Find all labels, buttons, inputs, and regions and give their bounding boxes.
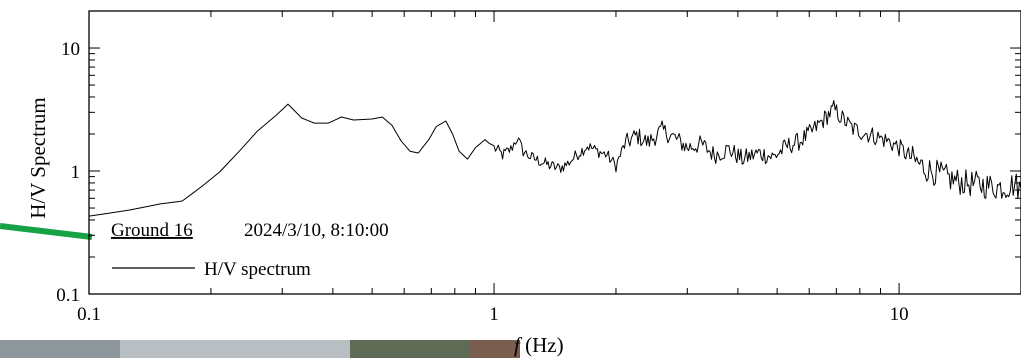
- x-axis-label-unit: (Hz): [520, 333, 564, 357]
- background-photo-fragment: [0, 340, 520, 358]
- x-tick-label: 0.1: [77, 304, 101, 325]
- annotation-block: Ground 16 2024/3/10, 8:10:00: [111, 220, 389, 241]
- x-tick-label: 10: [890, 304, 909, 325]
- y-tick-label: 1: [71, 162, 81, 183]
- series-line-hv-spectrum: [89, 100, 1021, 217]
- x-axis-label: f (Hz): [514, 333, 564, 357]
- y-tick-label: 10: [61, 39, 80, 60]
- station-label: Ground 16: [111, 220, 193, 241]
- legend-entry-hv-spectrum: H/V spectrum: [204, 259, 311, 280]
- y-tick-label: 0.1: [56, 285, 80, 306]
- plot-frame: [88, 10, 1021, 295]
- x-tick-label: 1: [489, 304, 499, 325]
- y-axis-label: H/V Spectrum: [26, 97, 50, 219]
- x-axis-label-symbol: f: [514, 333, 523, 357]
- legend: H/V spectrum: [112, 259, 311, 280]
- green-marker-line: [0, 223, 93, 240]
- datetime-label: 2024/3/10, 8:10:00: [244, 220, 389, 241]
- plot-area: 0.1 1 10 0.1 1 10: [56, 10, 1021, 325]
